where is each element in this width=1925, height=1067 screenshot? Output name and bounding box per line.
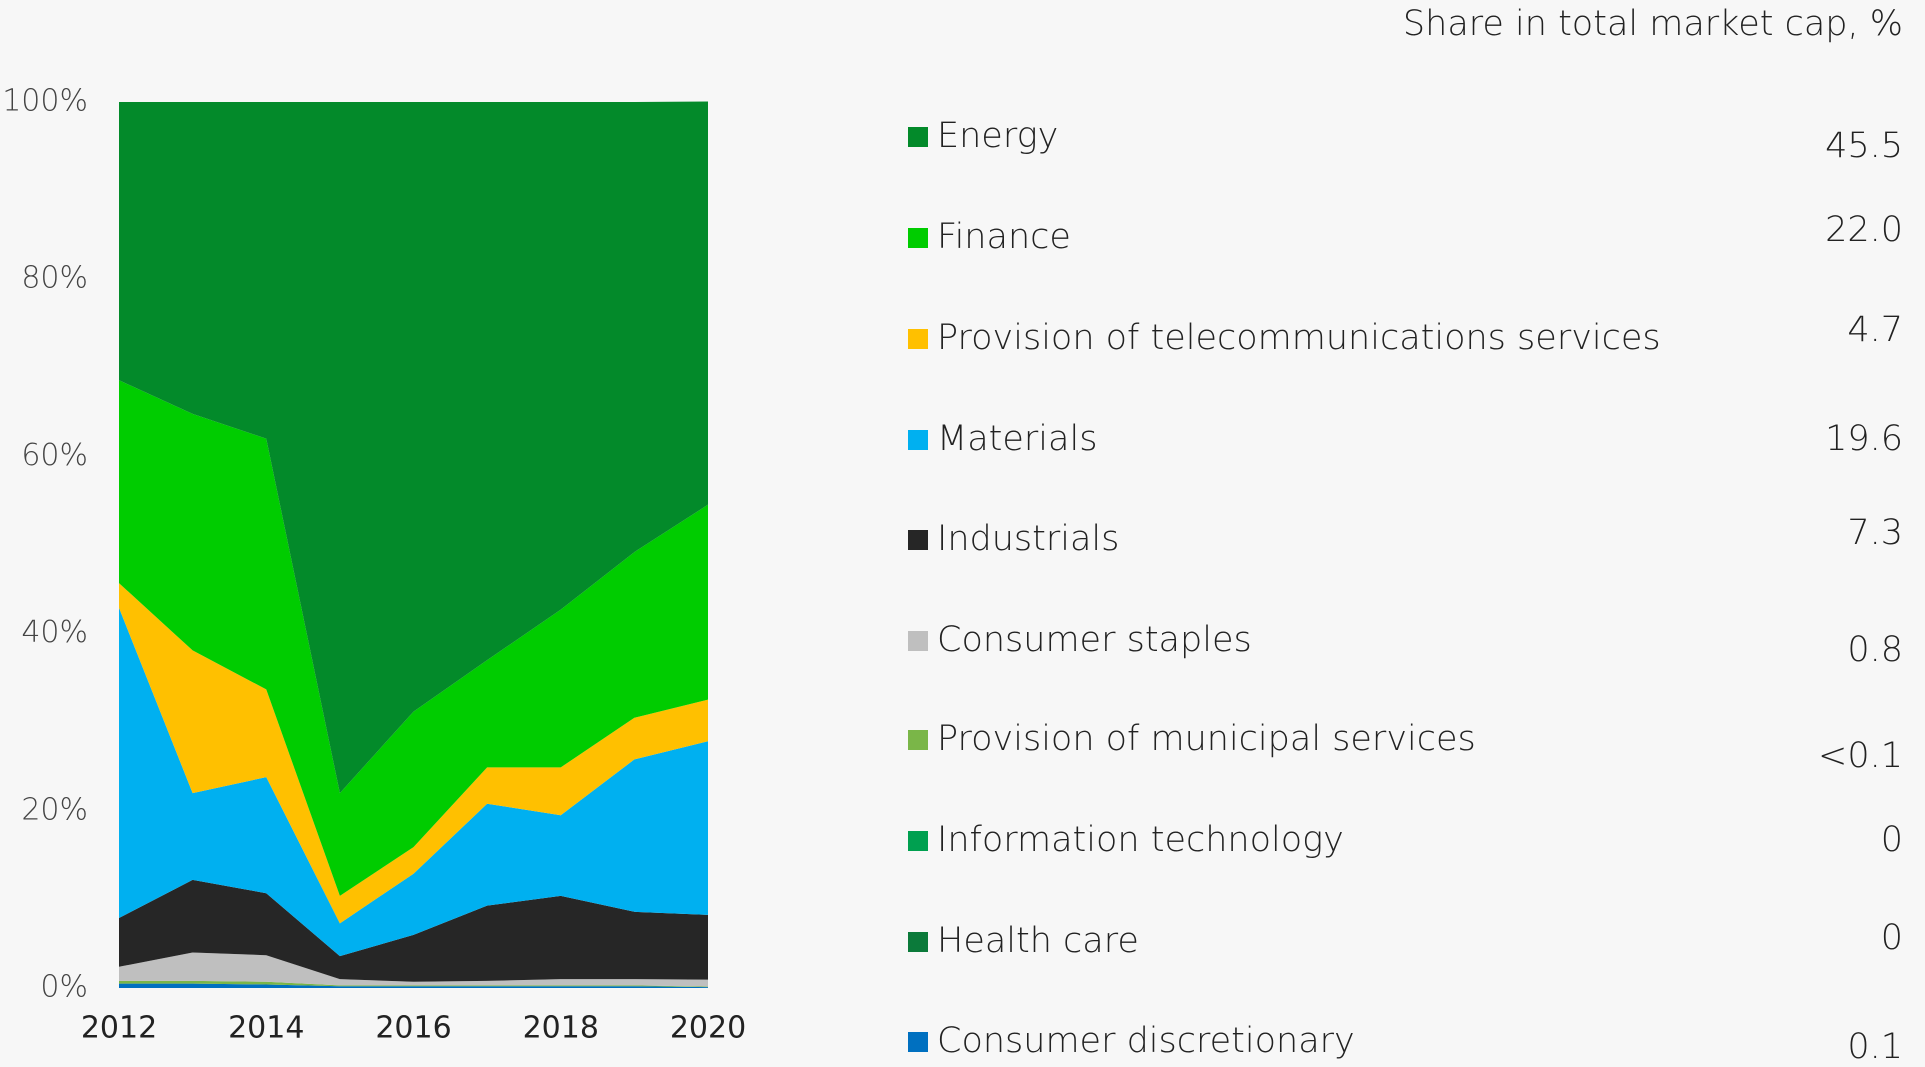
x-tick-label: 2016: [375, 1011, 451, 1046]
y-tick-label: 0%: [40, 970, 88, 1005]
legend-swatch: [908, 228, 928, 248]
area: [119, 952, 708, 987]
legend-swatch: [908, 430, 928, 450]
value-label: 19.6: [1825, 419, 1903, 459]
legend-label: Energy: [937, 116, 1058, 156]
area: [119, 980, 708, 988]
y-tick-label: 80%: [21, 261, 88, 296]
area: [119, 583, 708, 924]
chart-header: Share in total market cap, %: [1403, 4, 1903, 44]
value-label: <0.1: [1818, 736, 1903, 776]
y-tick-label: 60%: [21, 438, 88, 473]
value-label: 0.8: [1847, 630, 1903, 670]
value-label: 22.0: [1825, 210, 1903, 250]
legend-swatch: [908, 932, 928, 952]
y-tick-label: 40%: [21, 615, 88, 650]
area: [119, 607, 708, 957]
legend-swatch: [908, 631, 928, 651]
legend-label: Provision of municipal services: [937, 719, 1476, 759]
legend-swatch: [908, 730, 928, 750]
value-label: 0: [1881, 820, 1903, 860]
legend-swatch: [908, 530, 928, 550]
legend-swatch: [908, 1032, 928, 1052]
legend-label: Consumer staples: [937, 620, 1252, 660]
area: [119, 879, 708, 982]
legend-swatch: [908, 831, 928, 851]
x-tick-label: 2014: [228, 1011, 304, 1046]
legend-label: Industrials: [937, 519, 1119, 559]
y-tick-label: 100%: [2, 84, 88, 119]
area: [119, 380, 708, 896]
legend-label: Consumer discretionary: [937, 1021, 1355, 1061]
value-label: 4.7: [1847, 310, 1903, 350]
legend-label: Provision of telecommunications services: [937, 318, 1661, 358]
legend-swatch: [908, 127, 928, 147]
legend-label: Health care: [937, 921, 1139, 961]
legend-label: Information technology: [937, 820, 1344, 860]
legend-swatch: [908, 329, 928, 349]
x-tick-label: 2018: [523, 1011, 599, 1046]
legend-label: Materials: [937, 419, 1097, 459]
x-tick-label: 2020: [670, 1011, 746, 1046]
value-label: 7.3: [1847, 513, 1903, 553]
area: [119, 983, 708, 988]
value-label: 0: [1881, 918, 1903, 958]
y-tick-label: 20%: [21, 792, 88, 827]
value-label: 45.5: [1825, 126, 1903, 166]
value-label: 0.1: [1847, 1027, 1903, 1067]
x-tick-label: 2012: [81, 1011, 157, 1046]
legend-label: Finance: [937, 217, 1071, 257]
area: [119, 101, 708, 794]
